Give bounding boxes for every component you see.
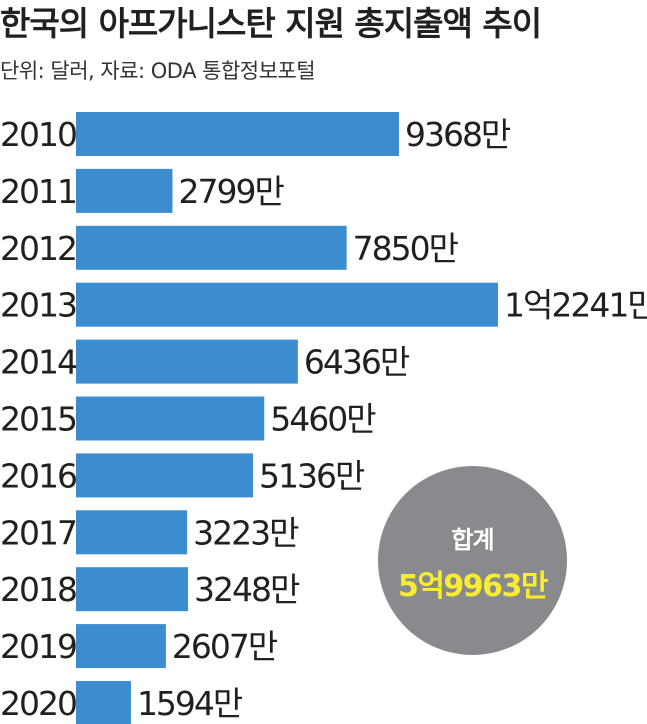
bar-2019 bbox=[76, 624, 166, 669]
bar-2017 bbox=[76, 510, 188, 555]
bar-2015 bbox=[76, 396, 265, 441]
bar-2012 bbox=[76, 225, 347, 270]
year-label-2018: 2018 bbox=[0, 570, 76, 609]
value-label-2020: 1594만 bbox=[137, 684, 243, 723]
chart-title: 한국의 아프가니스탄 지원 총지출액 추이 bbox=[0, 4, 542, 43]
value-label-2016: 5136만 bbox=[259, 456, 365, 495]
year-label-2014: 2014 bbox=[0, 343, 77, 382]
bar-2014 bbox=[76, 339, 298, 384]
year-label-2015: 2015 bbox=[0, 400, 76, 439]
value-label-2012: 7850만 bbox=[353, 229, 459, 268]
year-label-2010: 2010 bbox=[0, 115, 76, 154]
value-label-2018: 3248만 bbox=[194, 570, 300, 609]
total-circle: 합계 5억9963만 bbox=[378, 466, 567, 655]
value-label-2013: 1억2241만 bbox=[504, 286, 647, 325]
year-label-2017: 2017 bbox=[0, 513, 76, 552]
year-label-2019: 2019 bbox=[0, 627, 76, 666]
value-label-2017: 3223만 bbox=[193, 513, 299, 552]
bar-2013 bbox=[76, 282, 498, 327]
bar-2018 bbox=[76, 567, 188, 612]
bar-2010 bbox=[76, 112, 399, 156]
total-value: 5억9963만 bbox=[397, 569, 549, 604]
year-label-2011: 2011 bbox=[0, 172, 76, 211]
total-label: 합계 bbox=[451, 526, 494, 554]
bar-2011 bbox=[76, 168, 173, 213]
year-label-2012: 2012 bbox=[0, 229, 76, 268]
bar-2020 bbox=[76, 681, 131, 724]
value-label-2019: 2607만 bbox=[172, 627, 278, 666]
value-label-2014: 6436만 bbox=[304, 343, 410, 382]
bar-2016 bbox=[76, 453, 254, 498]
year-label-2020: 2020 bbox=[0, 684, 76, 723]
value-label-2011: 2799만 bbox=[178, 172, 284, 211]
chart-subtitle: 단위: 달러, 자료: ODA 통합정보포털 bbox=[0, 59, 316, 83]
year-label-2013: 2013 bbox=[0, 286, 76, 325]
year-label-2016: 2016 bbox=[0, 456, 76, 495]
value-label-2010: 9368만 bbox=[405, 115, 511, 154]
value-label-2015: 5460만 bbox=[270, 400, 376, 439]
